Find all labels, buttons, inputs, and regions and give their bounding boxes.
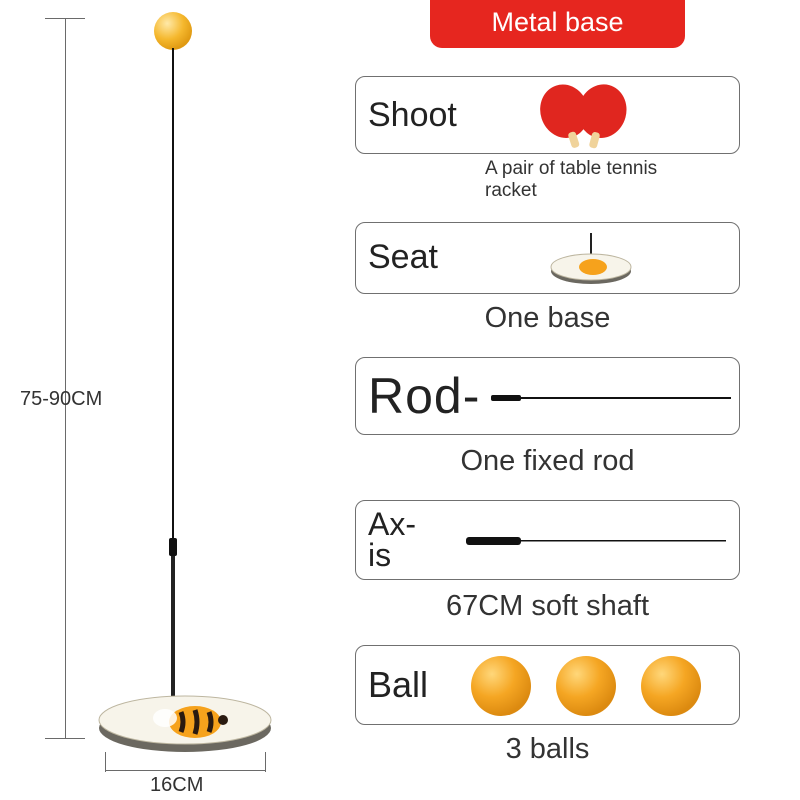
connector-icon [169,538,177,556]
header-title: Metal base [491,7,623,37]
base-icon [95,688,275,758]
spec-card-axis: Ax- is [355,500,740,580]
dim-width-label: 16CM [150,774,203,797]
dim-height-bot-cap [45,738,85,739]
dim-width-right [265,752,266,772]
fixed-rod-icon [171,556,175,704]
spec-caption-ball: 3 balls [355,733,740,766]
dim-width-line [105,770,265,771]
spec-card-shoot: Shoot [355,76,740,154]
spec-caption-shoot: A pair of table tennis racket [355,158,740,202]
spec-label-axis: Ax- is [368,509,418,570]
axis-icon [466,535,726,547]
spec-card-rod: Rod- [355,357,740,435]
dim-height-label: 75-90CM [20,388,102,411]
spec-label-shoot: Shoot [368,96,457,135]
seat-icon [546,233,636,288]
spec-card-seat: Seat [355,222,740,294]
soft-shaft-icon [172,48,174,538]
balls-icon [466,653,726,719]
paddles-icon [526,81,636,151]
dim-width-left [105,752,106,772]
spec-caption-seat: One base [355,302,740,335]
spec-label-seat: Seat [368,238,438,277]
spec-column: Metal base Shoot A pair of table tennis … [355,0,775,766]
header-badge: Metal base [430,0,685,48]
rod-icon [491,392,731,404]
spec-label-rod: Rod- [368,367,480,425]
product-diagram: 75-90CM 16CM [20,0,330,800]
dim-height-line [65,18,66,738]
spec-card-ball: Ball [355,645,740,725]
spec-caption-rod: One fixed rod [355,445,740,478]
spec-caption-axis: 67CM soft shaft [355,590,740,623]
spec-label-ball: Ball [368,664,428,706]
top-ball-icon [152,10,194,52]
